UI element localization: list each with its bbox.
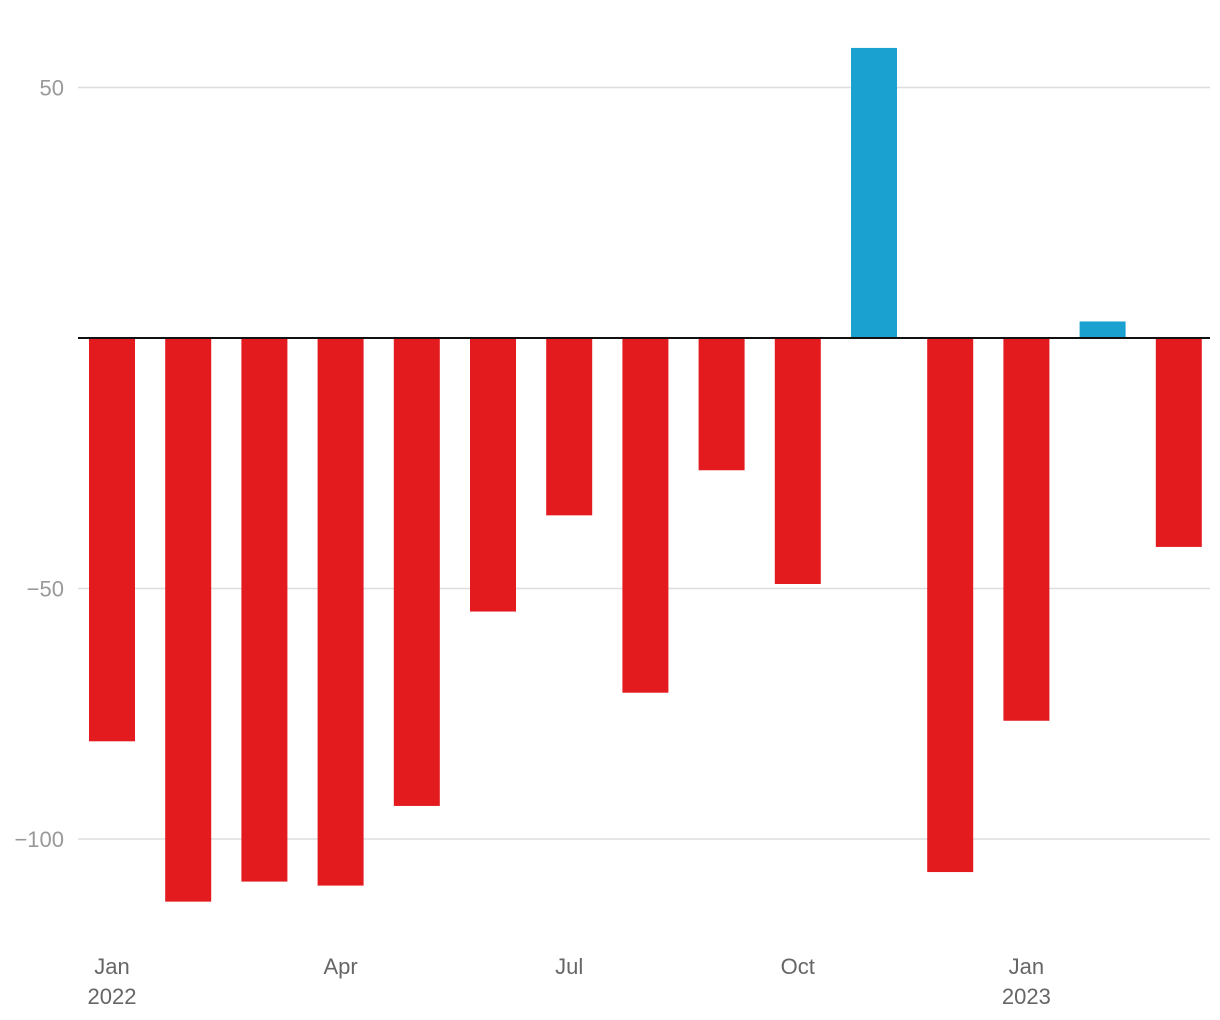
y-tick-label: 50 bbox=[40, 76, 64, 101]
bars bbox=[89, 47, 1202, 902]
bar-2022-02 bbox=[165, 338, 212, 902]
y-tick-label: −100 bbox=[14, 827, 64, 852]
x-tick-month-label: Jan bbox=[94, 954, 129, 979]
bar-2022-12 bbox=[927, 338, 974, 873]
x-tick-year-label: 2022 bbox=[88, 984, 137, 1009]
y-axis-ticks: 50 −50 −100 bbox=[14, 76, 64, 853]
bar-2022-09 bbox=[698, 338, 745, 471]
bar-2022-03 bbox=[241, 338, 288, 882]
bar-2022-07 bbox=[546, 338, 593, 516]
bar-2023-01 bbox=[1003, 338, 1050, 721]
x-tick-month-label: Oct bbox=[781, 954, 815, 979]
bar-2023-03 bbox=[1155, 338, 1202, 547]
bar-2023-02 bbox=[1079, 321, 1126, 338]
bar-2022-11 bbox=[851, 47, 897, 339]
bar-2022-08 bbox=[622, 338, 669, 693]
x-axis-ticks: Jan 2022 Apr Jul Oct Jan 2023 bbox=[88, 954, 1051, 1009]
x-tick-month-label: Apr bbox=[323, 954, 357, 979]
bar-2022-01 bbox=[89, 338, 135, 742]
bar-2022-04 bbox=[317, 338, 364, 886]
y-tick-label: −50 bbox=[27, 577, 64, 602]
bar-2022-06 bbox=[470, 338, 516, 612]
bar-2022-10 bbox=[774, 338, 821, 584]
x-tick-month-label: Jul bbox=[555, 954, 583, 979]
x-tick-month-label: Jan bbox=[1009, 954, 1044, 979]
x-tick-year-label: 2023 bbox=[1002, 984, 1051, 1009]
bar-2022-05 bbox=[393, 338, 440, 806]
